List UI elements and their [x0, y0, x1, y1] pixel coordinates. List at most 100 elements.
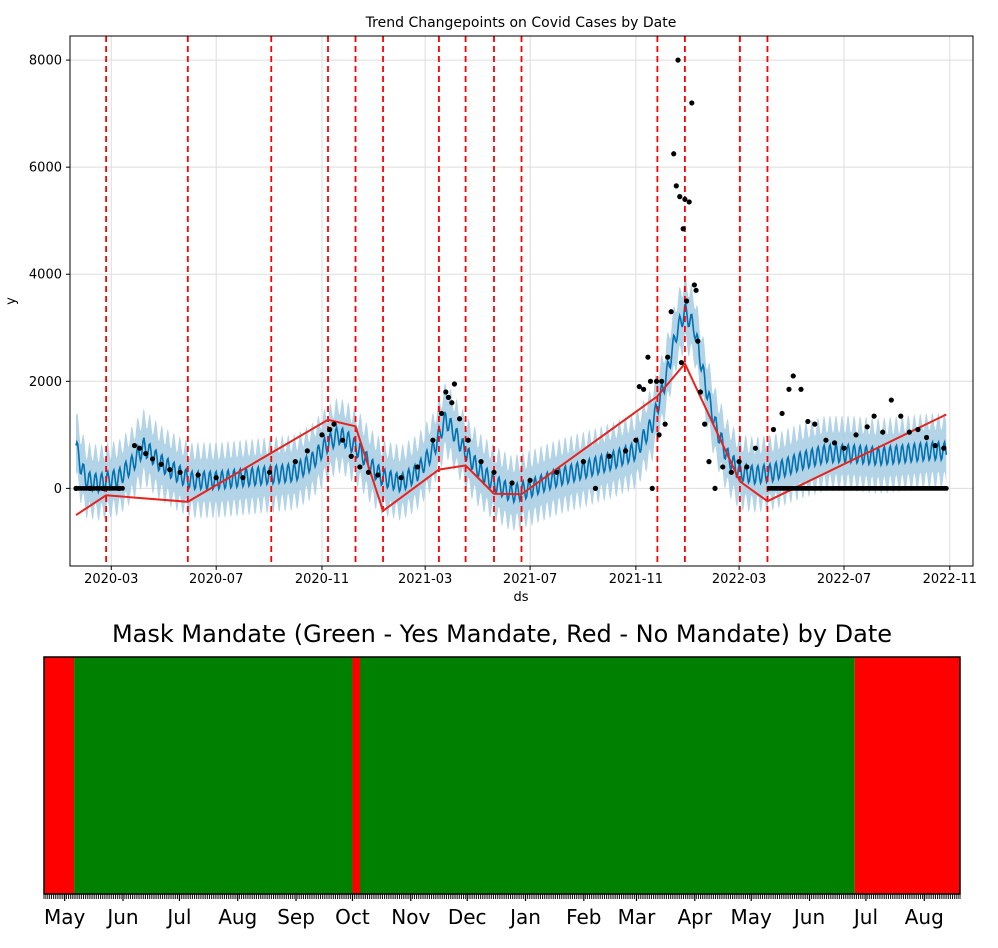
observed-point — [736, 459, 742, 465]
month-label: Jun — [792, 905, 825, 929]
observed-point — [906, 429, 912, 435]
month-label: Jun — [105, 905, 138, 929]
observed-point — [770, 426, 777, 433]
mandate-segment — [854, 657, 960, 894]
observed-point — [915, 426, 921, 433]
trend-path — [75, 361, 947, 516]
observed-point — [430, 437, 436, 443]
month-label: Feb — [566, 905, 601, 929]
observed-point — [478, 459, 484, 465]
observed-point — [689, 100, 695, 106]
month-label: Dec — [448, 905, 487, 929]
y-axis-label: y — [4, 297, 19, 305]
month-label: Aug — [905, 905, 944, 929]
observed-point — [656, 432, 662, 438]
observed-point — [414, 464, 421, 470]
observed-point — [449, 400, 455, 406]
observed-point — [580, 459, 587, 465]
x-tick-label: 2022-03 — [712, 572, 766, 587]
x-axis-label: ds — [513, 590, 528, 605]
y-axis-ticks: 0 2000 4000 6000 8000 — [29, 54, 70, 497]
mask-mandate-chart: Mask Mandate (Green - Yes Mandate, Red -… — [43, 620, 961, 929]
observed-point — [340, 437, 346, 443]
y-tick-label: 6000 — [29, 161, 62, 176]
observed-point — [673, 183, 679, 189]
observed-point — [645, 354, 651, 360]
x-axis-ticks: 2020-03 2020-07 2020-11 2021-03 2021-07 2021-… — [84, 566, 977, 587]
observed-point — [898, 413, 904, 419]
observed-point — [158, 461, 164, 467]
observed-point — [195, 472, 201, 478]
observed-point — [805, 418, 811, 425]
month-label: Oct — [335, 905, 370, 929]
observed-point — [682, 196, 688, 202]
month-label: Jul — [165, 905, 191, 929]
observed-point — [451, 381, 458, 387]
x-tick-label: 2021-03 — [398, 572, 452, 587]
month-label: Nov — [391, 905, 430, 929]
observed-point — [622, 448, 629, 454]
observed-point — [319, 432, 325, 438]
y-tick-label: 0 — [54, 482, 62, 497]
changepoint-lines — [105, 36, 769, 566]
observed-point — [348, 453, 354, 459]
y-tick-label: 8000 — [29, 54, 62, 69]
observed-point — [554, 469, 560, 475]
observed-point — [932, 442, 938, 449]
month-label: Jan — [508, 905, 541, 929]
month-label: Aug — [218, 905, 257, 929]
observed-point — [647, 378, 654, 384]
mandate-segment — [352, 657, 360, 894]
observed-point — [798, 386, 804, 392]
trend-chart-title: Trend Changepoints on Covid Cases by Dat… — [365, 15, 677, 31]
y-tick-label: 4000 — [29, 268, 62, 283]
month-label: Jul — [852, 905, 878, 929]
observed-point — [438, 410, 445, 417]
observed-point — [941, 445, 947, 451]
trend-chart-frame — [69, 35, 974, 567]
mandate-segment — [74, 657, 353, 894]
observed-point — [398, 475, 404, 481]
observed-point — [684, 298, 690, 304]
month-label: May — [44, 905, 86, 929]
mandate-segment — [359, 657, 855, 894]
uncertainty-band — [76, 274, 947, 532]
observed-point — [177, 469, 183, 475]
observed-point — [491, 469, 497, 475]
observed-point — [662, 421, 668, 427]
observed-point — [649, 485, 655, 491]
observed-point — [456, 416, 463, 422]
observed-point — [167, 467, 173, 473]
observed-point — [149, 456, 156, 462]
month-label: May — [731, 905, 773, 929]
observed-point — [671, 151, 677, 157]
observed-point — [680, 226, 686, 232]
observed-point — [812, 421, 818, 427]
observed-point — [375, 472, 381, 478]
mandate-segments — [44, 657, 960, 894]
observed-point — [744, 464, 750, 470]
observed-point — [365, 469, 372, 475]
x-tick-label: 2020-03 — [84, 572, 138, 587]
observed-point — [292, 459, 298, 465]
observed-point — [678, 359, 685, 366]
observed-point — [213, 475, 219, 481]
x-tick-label: 2020-11 — [295, 572, 349, 587]
observed-point — [131, 442, 138, 449]
month-axis: May Jun Jul Aug Sep Oct Nov Dec Jan Feb Mar Apr May J… — [43, 894, 961, 929]
x-tick-label: 2021-07 — [503, 572, 557, 587]
month-label: Apr — [677, 905, 712, 929]
observed-point — [527, 477, 533, 483]
observed-point — [633, 437, 639, 443]
observed-point — [592, 485, 599, 491]
observed-point — [695, 338, 701, 344]
observed-point — [864, 424, 870, 430]
observed-point — [240, 475, 246, 481]
observed-point — [943, 485, 949, 491]
mask-chart-title: Mask Mandate (Green - Yes Mandate, Red -… — [112, 620, 892, 648]
y-tick-label: 2000 — [29, 375, 62, 390]
observed-point — [728, 469, 734, 475]
observed-point — [790, 373, 796, 379]
month-label: Mar — [618, 905, 657, 929]
